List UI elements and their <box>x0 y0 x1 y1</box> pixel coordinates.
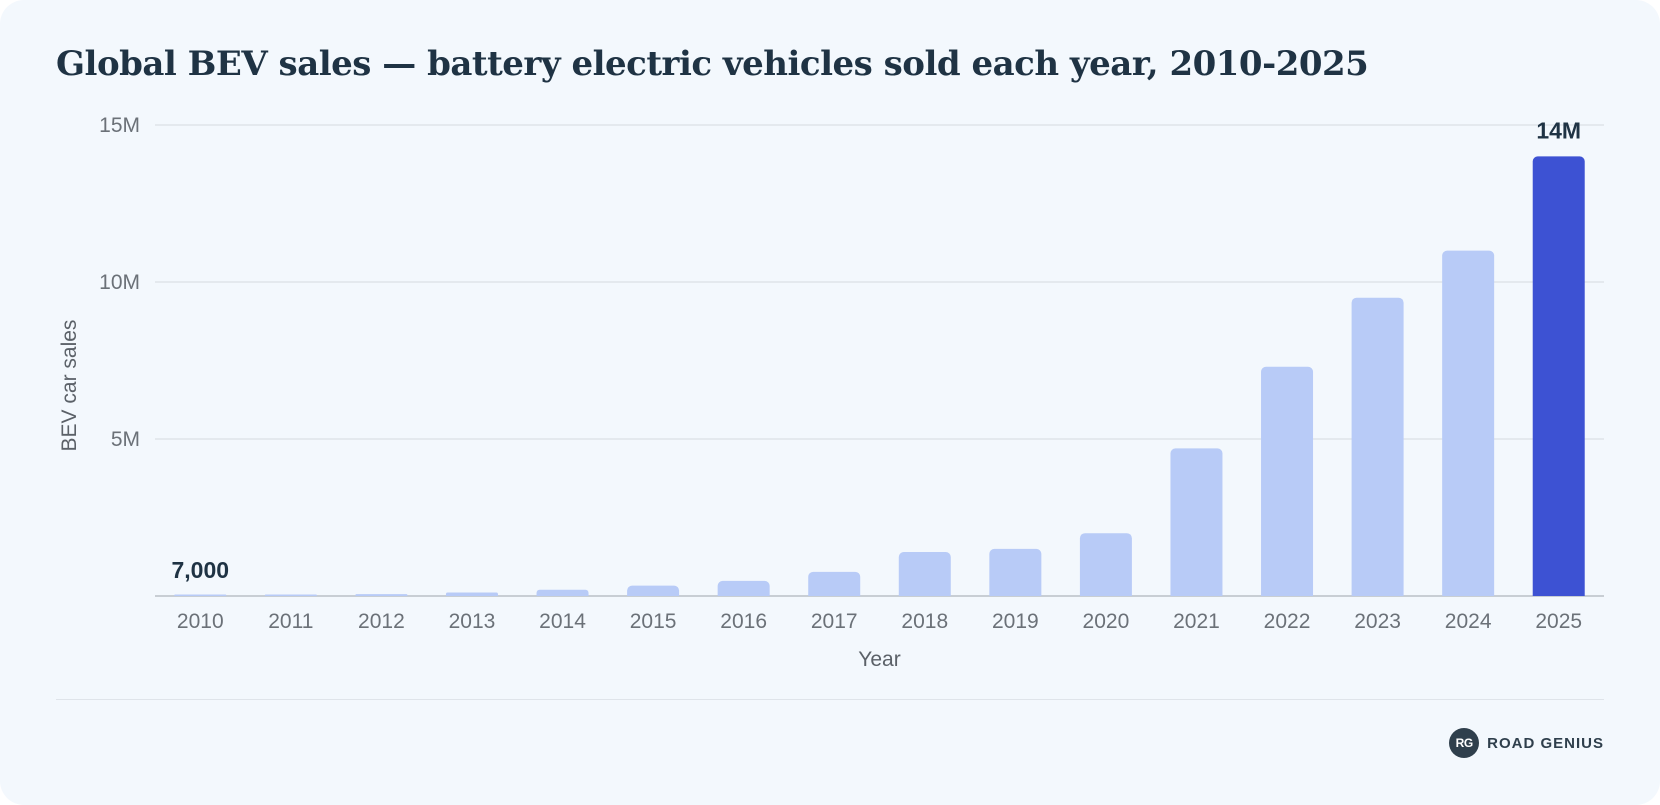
bar-2021 <box>1170 448 1223 596</box>
x-tick-label: 2017 <box>811 610 858 633</box>
y-tick-label: 10M <box>99 271 140 294</box>
bar-2018 <box>898 552 951 596</box>
x-tick-label: 2014 <box>539 610 586 633</box>
x-tick-label: 2019 <box>992 610 1039 633</box>
x-tick-label: 2013 <box>449 610 496 633</box>
x-tick-label: 2022 <box>1264 610 1311 633</box>
footer-divider <box>56 699 1604 700</box>
x-tick-label: 2012 <box>358 610 405 633</box>
bar-2014 <box>536 589 589 596</box>
y-tick-label: 15M <box>99 114 140 137</box>
y-tick-label: 5M <box>111 428 140 451</box>
chart-title: Global BEV sales — battery electric vehi… <box>56 44 1369 84</box>
x-tick-label: 2024 <box>1445 610 1492 633</box>
x-tick-label: 2023 <box>1354 610 1401 633</box>
x-tick-label: 2010 <box>177 610 224 633</box>
x-tick-label: 2020 <box>1083 610 1130 633</box>
x-axis-title: Year <box>858 648 900 671</box>
bar-2019 <box>989 548 1042 596</box>
data-label-2025: 14M <box>1536 117 1581 143</box>
x-tick-label: 2021 <box>1173 610 1220 633</box>
x-tick-label: 2025 <box>1535 610 1582 633</box>
bar-2012 <box>355 594 408 596</box>
y-axis-title: BEV car sales <box>58 320 81 452</box>
data-label-2010: 7,000 <box>172 557 230 583</box>
bar-layer <box>174 156 1585 596</box>
bar-2022 <box>1261 366 1314 596</box>
bar-2023 <box>1351 297 1404 596</box>
x-tick-label: 2016 <box>720 610 767 633</box>
x-tick-label: 2018 <box>901 610 948 633</box>
label-layer: 5M 10M 15M 2010 2011 2012 2013 2014 2015 2016 2017… <box>99 114 1582 633</box>
bar-2011 <box>264 594 317 596</box>
brand-logo: RG ROAD GENIUS <box>1449 728 1604 758</box>
x-tick-label: 2015 <box>630 610 677 633</box>
x-tick-label: 2011 <box>268 610 313 633</box>
brand-name: ROAD GENIUS <box>1487 734 1604 752</box>
bar-2020 <box>1079 533 1132 596</box>
bar-2024 <box>1442 250 1495 596</box>
bar-2017 <box>808 571 861 596</box>
bar-2016 <box>717 580 770 596</box>
bar-2010 <box>174 594 227 596</box>
bar-2015 <box>627 585 680 596</box>
bar-2025 <box>1532 156 1585 596</box>
brand-badge-icon: RG <box>1449 728 1480 758</box>
bar-2013 <box>445 592 498 596</box>
bar-chart: 5M 10M 15M 2010 2011 2012 2013 2014 2015 2016 2017… <box>58 114 1604 671</box>
